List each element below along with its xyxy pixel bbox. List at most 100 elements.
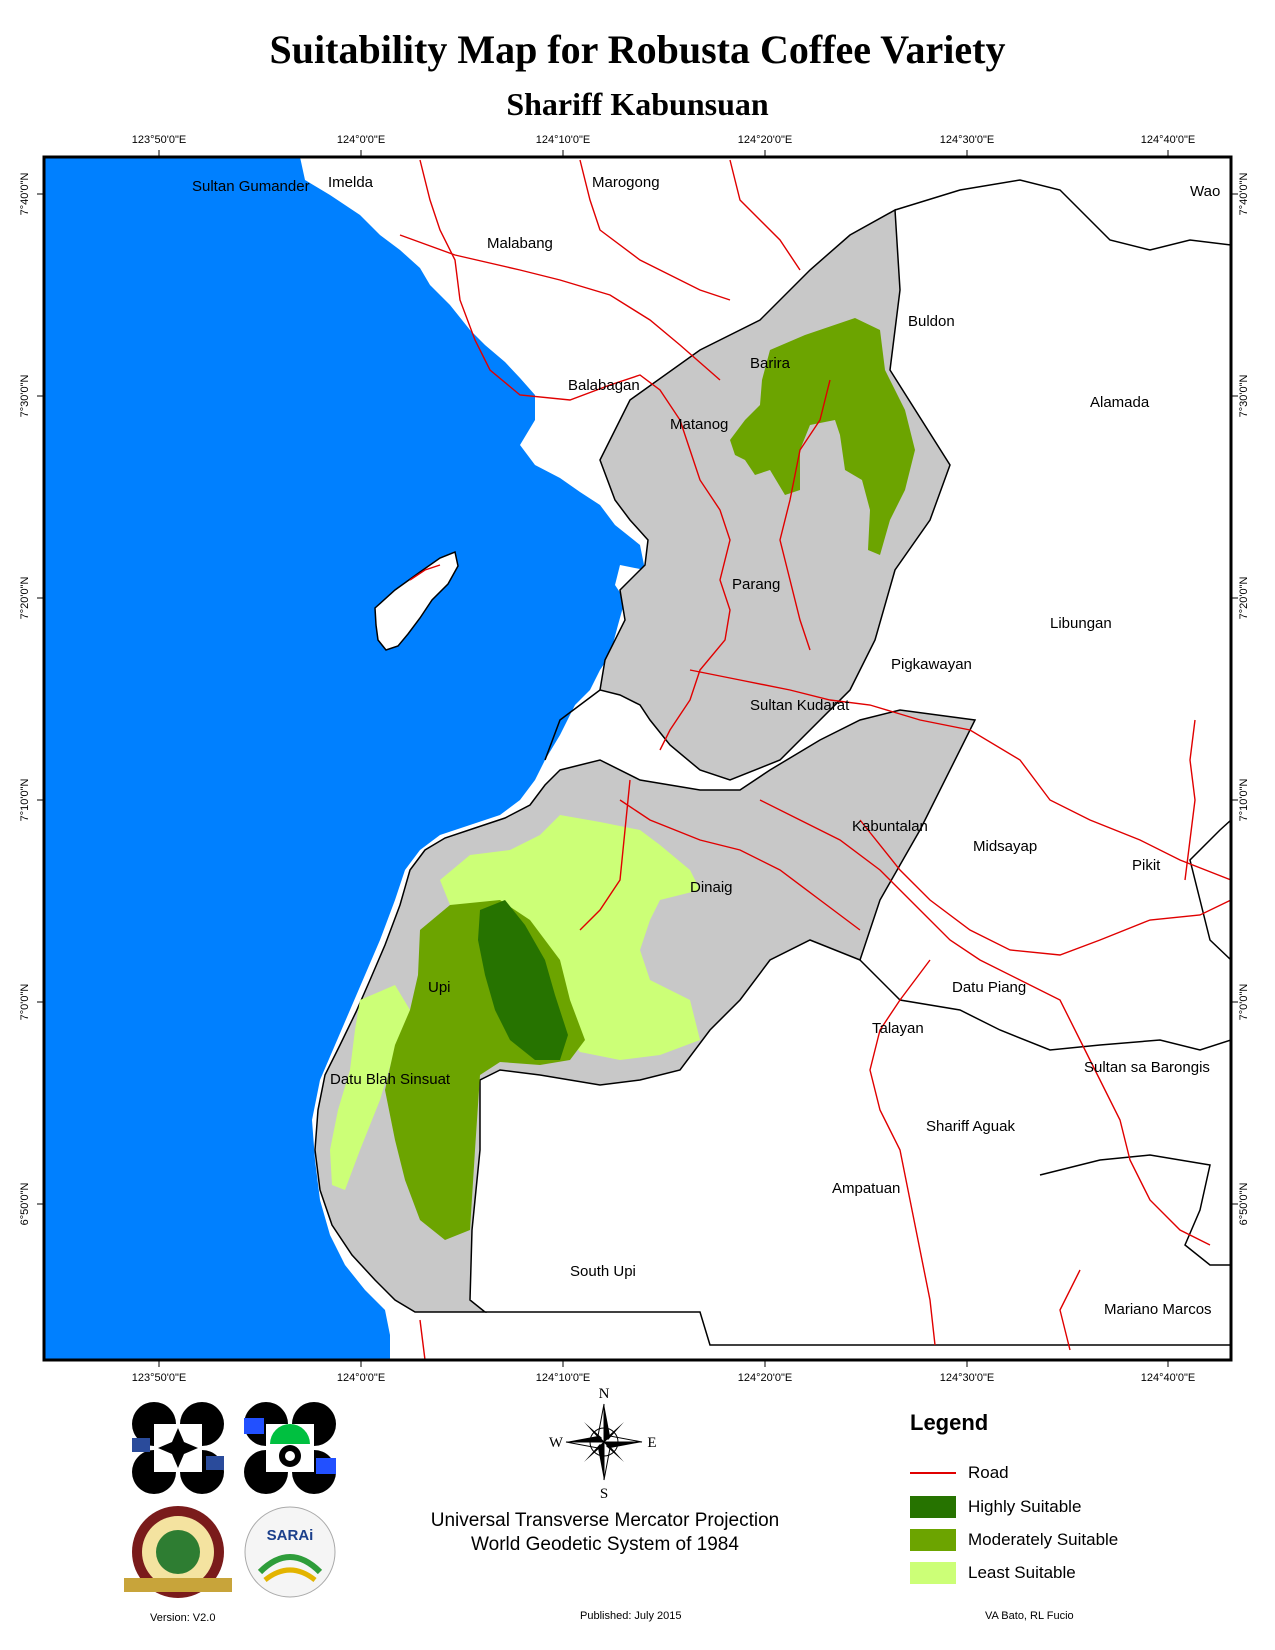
road [619, 799, 861, 931]
lon-tick-label: 124°0'0"E [337, 134, 385, 146]
lat-tick-label: 7°0'0"N [19, 984, 31, 1021]
municipal-boundary [544, 689, 601, 761]
road [759, 799, 1211, 1246]
compass-s: S [600, 1486, 608, 1502]
place-label: Balabagan [568, 377, 640, 394]
place-label: Sultan sa Barongis [1084, 1059, 1210, 1076]
place-label: Midsayap [973, 838, 1037, 855]
map-frame [42, 155, 1233, 1362]
place-label: Parang [732, 576, 780, 593]
legend-label: Least Suitable [968, 1563, 1076, 1582]
place-label: Datu Blah Sinsuat [330, 1071, 451, 1088]
place-label: Kabuntalan [852, 818, 928, 835]
lon-tick-label: 123°50'0"E [132, 1372, 186, 1384]
least-suitable-zone [440, 815, 700, 1060]
compass-rose: N S E W [549, 1386, 657, 1502]
map-title: Suitability Map for Robusta Coffee Varie… [269, 27, 1006, 72]
road [869, 959, 936, 1346]
place-label: Matanog [670, 416, 728, 433]
legend-item-road: Road [910, 1460, 1009, 1486]
road [779, 379, 831, 651]
place-label: Pigkawayan [891, 656, 972, 673]
place-label: Mariano Marcos [1104, 1301, 1212, 1318]
road [689, 669, 1231, 881]
moderately-suitable-swatch [910, 1529, 956, 1551]
lon-tick-label: 124°10'0"E [536, 1372, 590, 1384]
agency-logo-2 [244, 1402, 336, 1494]
datum-text: World Geodetic System of 1984 [471, 1534, 739, 1555]
legend-label: Highly Suitable [968, 1497, 1082, 1516]
place-label: Barira [750, 355, 791, 372]
moderately-suitable-zone [730, 318, 915, 555]
sea-area [44, 157, 645, 1360]
lat-tick-label: 7°10'0"N [1238, 779, 1250, 822]
legend-label: Road [968, 1463, 1009, 1482]
lat-tick-label: 6°50'0"N [1238, 1183, 1250, 1226]
road-line-swatch [910, 1472, 956, 1474]
lon-tick-label: 124°30'0"E [940, 1372, 994, 1384]
least-suitable-swatch [910, 1562, 956, 1584]
road-network [399, 159, 1231, 1360]
road [419, 159, 731, 751]
lat-tick-label: 6°50'0"N [19, 1183, 31, 1226]
road [579, 779, 631, 931]
map-subtitle: Shariff Kabunsuan [506, 86, 769, 122]
place-label: South Upi [570, 1263, 636, 1280]
municipal-boundary [1039, 1154, 1231, 1266]
road [409, 564, 441, 581]
university-seal [124, 1506, 232, 1598]
lon-tick-label: 124°40'0"E [1141, 134, 1195, 146]
place-label: Datu Piang [952, 979, 1026, 996]
road [729, 159, 801, 271]
road [1184, 719, 1196, 881]
legend-item-moderately-suitable: Moderately Suitable [910, 1527, 1118, 1553]
lat-tick-label: 7°10'0"N [19, 779, 31, 822]
municipal-boundary [894, 179, 1231, 251]
legend-item-least-suitable: Least Suitable [910, 1560, 1076, 1586]
compass-n: N [599, 1386, 610, 1402]
place-label: Sultan Gumander [192, 178, 310, 195]
least-suitable-zone [330, 985, 410, 1190]
road [399, 234, 721, 381]
lon-tick-label: 124°0'0"E [337, 1372, 385, 1384]
road [419, 1319, 426, 1360]
place-label: Marogong [592, 174, 660, 191]
island [374, 550, 459, 651]
place-label: Dinaig [690, 879, 733, 896]
legend-title: Legend [910, 1410, 989, 1435]
lon-tick-label: 123°50'0"E [132, 134, 186, 146]
authors-text: VA Bato, RL Fucio [985, 1610, 1074, 1622]
sarai-logo: SARAi [244, 1506, 336, 1598]
lat-tick-label: 7°20'0"N [1238, 577, 1250, 620]
municipal-boundary [485, 1311, 1231, 1346]
published-text: Published: July 2015 [580, 1610, 682, 1622]
projection-text: Universal Transverse Mercator Projection [430, 1510, 780, 1531]
lon-tick-label: 124°40'0"E [1141, 1372, 1195, 1384]
highly-suitable-swatch [910, 1496, 956, 1518]
legend-item-highly-suitable: Highly Suitable [910, 1494, 1081, 1520]
place-label: Sultan Kudarat [750, 697, 850, 714]
svg-text:SARAi: SARAi [267, 1527, 314, 1544]
lat-tick-label: 7°30'0"N [1238, 375, 1250, 418]
version-text: Version: V2.0 [150, 1612, 216, 1624]
municipal-boundary [859, 959, 1231, 1051]
road [579, 159, 731, 301]
lat-tick-label: 7°20'0"N [19, 577, 31, 620]
place-label: Libungan [1050, 615, 1112, 632]
place-label: Shariff Aguak [926, 1118, 1015, 1135]
lat-tick-label: 7°40'0"N [19, 173, 31, 216]
road [859, 819, 1231, 956]
lat-tick-label: 7°30'0"N [19, 375, 31, 418]
lon-tick-label: 124°30'0"E [940, 134, 994, 146]
place-label: Talayan [872, 1020, 924, 1037]
lon-tick-label: 124°10'0"E [536, 134, 590, 146]
place-label: Imelda [328, 174, 374, 191]
place-label: Buldon [908, 313, 955, 330]
highly-suitable-zone [478, 900, 568, 1060]
compass-e: E [647, 1435, 656, 1451]
place-label: Upi [428, 979, 451, 996]
agency-logo-1 [132, 1402, 224, 1494]
place-label: Malabang [487, 235, 553, 252]
place-label: Alamada [1090, 394, 1150, 411]
